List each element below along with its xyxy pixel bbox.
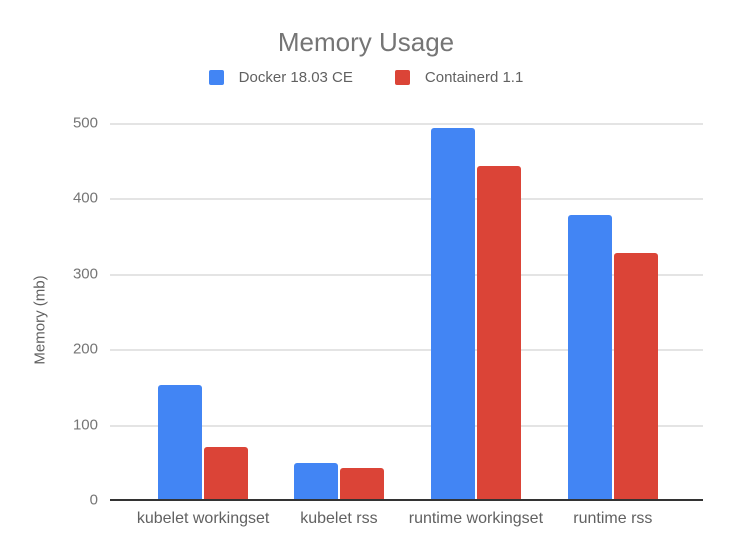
bar-docker-18-03-ce-runtime-workingset [430,128,475,500]
containerd-legend-label: Containerd 1.1 [424,69,524,86]
x-axis-label-kubelet-rss: kubelet rss [300,510,378,527]
y-tick-label-300: 300 [72,265,98,283]
gridline-300 [110,273,703,276]
bar-docker-18-03-ce-kubelet-rss [293,463,338,500]
plot-area [110,123,703,500]
bar-containerd-1-1-kubelet-rss [339,467,384,500]
y-tick-label-400: 400 [72,189,98,207]
chart-legend: Docker 18.03 CE Containerd 1.1 [0,69,732,86]
gridline-500 [110,123,703,125]
bar-containerd-1-1-runtime-rss [613,252,658,500]
x-axis-label-runtime-rss: runtime rss [573,510,653,527]
y-tick-label-200: 200 [72,340,98,358]
bar-containerd-1-1-kubelet-workingset [204,447,249,500]
chart-title: Memory Usage [277,27,455,57]
x-axis-label-kubelet-workingset: kubelet workingset [136,510,270,527]
docker-legend-label: Docker 18.03 CE [238,69,353,86]
y-tick-label-500: 500 [72,114,98,132]
bar-group-kubelet-workingset [158,385,249,500]
containerd-legend-swatch [394,70,410,85]
bar-group-kubelet-rss [293,463,384,500]
bar-containerd-1-1-runtime-workingset [476,165,521,500]
bar-docker-18-03-ce-runtime-rss [567,215,612,500]
y-tick-label-0: 0 [89,491,98,509]
bar-docker-18-03-ce-kubelet-workingset [158,385,203,500]
bar-group-runtime-workingset [430,128,521,500]
gridline-400 [110,198,703,201]
x-axis-line [110,499,703,501]
docker-legend-swatch [208,70,224,85]
gridline-200 [110,349,703,352]
legend-item-docker: Docker 18.03 CE [208,69,353,86]
y-tick-label-100: 100 [72,416,98,434]
x-axis-label-runtime-workingset: runtime workingset [408,510,544,527]
gridline-100 [110,424,703,427]
legend-item-containerd: Containerd 1.1 [394,69,524,86]
bar-group-runtime-rss [567,215,658,500]
